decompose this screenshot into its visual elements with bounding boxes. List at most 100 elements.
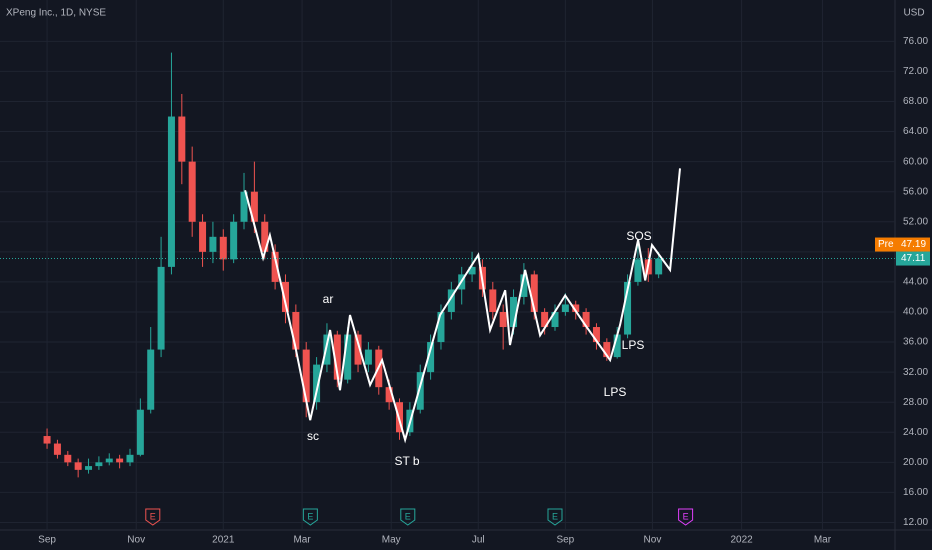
candle-body xyxy=(240,191,248,222)
candle-body xyxy=(199,221,207,252)
overlay-line xyxy=(244,168,681,444)
event-marker xyxy=(145,508,161,526)
event-marker xyxy=(400,508,416,526)
candle-body xyxy=(302,349,310,403)
candle-body xyxy=(292,311,300,350)
candle-body xyxy=(95,462,103,467)
candle-body xyxy=(43,436,51,444)
y-tick-label: 56.00 xyxy=(903,186,928,197)
candle-body xyxy=(105,458,113,463)
y-tick-label: 20.00 xyxy=(903,457,928,468)
y-tick-label: 60.00 xyxy=(903,156,928,167)
candle-body xyxy=(385,387,393,403)
candle-body xyxy=(624,281,632,335)
candle-body xyxy=(281,281,289,312)
y-tick-label: 68.00 xyxy=(903,96,928,107)
candle-body xyxy=(499,311,507,328)
last-price-tag xyxy=(896,251,930,266)
candle-body xyxy=(209,236,217,252)
y-tick-label: 72.00 xyxy=(903,66,928,77)
event-marker xyxy=(678,508,694,526)
last-price-label: 47.11 xyxy=(901,253,926,264)
x-tick-label: Jul xyxy=(472,535,485,546)
candle-body xyxy=(323,334,331,365)
x-tick-label: Mar xyxy=(814,535,832,546)
candle-body xyxy=(188,161,196,222)
y-tick-label: 40.00 xyxy=(903,307,928,318)
pre-market-value: 47.19 xyxy=(901,239,926,250)
event-marker xyxy=(547,508,563,526)
y-tick-label: 28.00 xyxy=(903,397,928,408)
candle-body xyxy=(230,221,238,260)
x-tick-label: Nov xyxy=(644,535,662,546)
candle-body xyxy=(178,116,186,162)
candle-body xyxy=(219,236,227,260)
pre-market-name: Pre xyxy=(878,239,894,250)
event-label: E xyxy=(150,511,156,521)
candle-body xyxy=(416,372,424,410)
candle-body xyxy=(603,342,611,358)
candle-body xyxy=(64,454,72,463)
pre-market-tag xyxy=(875,237,930,252)
y-tick-label: 12.00 xyxy=(903,517,928,528)
y-tick-label: 64.00 xyxy=(903,126,928,137)
annotation: LPS xyxy=(622,338,645,352)
candle-body xyxy=(147,349,155,410)
candle-body xyxy=(437,311,445,343)
candle-body xyxy=(510,296,518,328)
candle-body xyxy=(354,334,362,365)
candle-body xyxy=(655,258,663,275)
annotation: SOS xyxy=(626,229,651,243)
y-tick-label: 16.00 xyxy=(903,487,928,498)
y-tick-label: 44.00 xyxy=(903,277,928,288)
event-label: E xyxy=(552,511,558,521)
event-marker xyxy=(302,508,318,526)
candle-body xyxy=(447,289,455,312)
candle-body xyxy=(157,266,165,350)
candle-body xyxy=(427,342,435,373)
y-tick-label: 76.00 xyxy=(903,36,928,47)
x-tick-label: May xyxy=(382,535,401,546)
candle-body xyxy=(126,454,134,463)
candle-body xyxy=(613,334,621,358)
event-label: E xyxy=(405,511,411,521)
x-tick-label: 2022 xyxy=(730,535,753,546)
x-tick-label: Nov xyxy=(127,535,145,546)
candle-body xyxy=(572,304,580,312)
candle-body xyxy=(489,289,497,312)
candle-body xyxy=(250,191,258,222)
x-tick-label: Sep xyxy=(556,535,574,546)
annotation: LPS xyxy=(604,385,627,399)
chart-title: XPeng Inc., 1D, NYSE xyxy=(6,8,106,19)
candle-body xyxy=(582,311,590,328)
candle-body xyxy=(551,311,559,328)
candle-body xyxy=(74,462,82,470)
candle-body xyxy=(167,116,175,267)
candle-body xyxy=(333,334,341,380)
event-label: E xyxy=(683,511,689,521)
annotation: ST b xyxy=(394,454,419,468)
x-tick-label: Mar xyxy=(293,535,311,546)
y-tick-label: 52.00 xyxy=(903,216,928,227)
annotation: sc xyxy=(307,429,319,443)
candle-body xyxy=(520,274,528,297)
candle-body xyxy=(468,266,476,275)
annotation: ar xyxy=(323,292,334,306)
candle-body xyxy=(541,311,549,328)
x-tick-label: Sep xyxy=(38,535,56,546)
candle-body xyxy=(116,458,124,463)
candle-body xyxy=(530,274,538,312)
candle-body xyxy=(592,327,600,343)
candle-body xyxy=(85,466,93,470)
candle-body xyxy=(344,334,352,380)
y-tick-label: 32.00 xyxy=(903,367,928,378)
candle-body xyxy=(561,304,569,312)
candle-body xyxy=(364,349,372,365)
y-tick-label: 24.00 xyxy=(903,427,928,438)
currency: USD xyxy=(903,8,924,19)
y-tick-label: 36.00 xyxy=(903,337,928,348)
candle-body xyxy=(261,221,269,252)
candle-body xyxy=(53,443,61,455)
x-tick-label: 2021 xyxy=(212,535,235,546)
